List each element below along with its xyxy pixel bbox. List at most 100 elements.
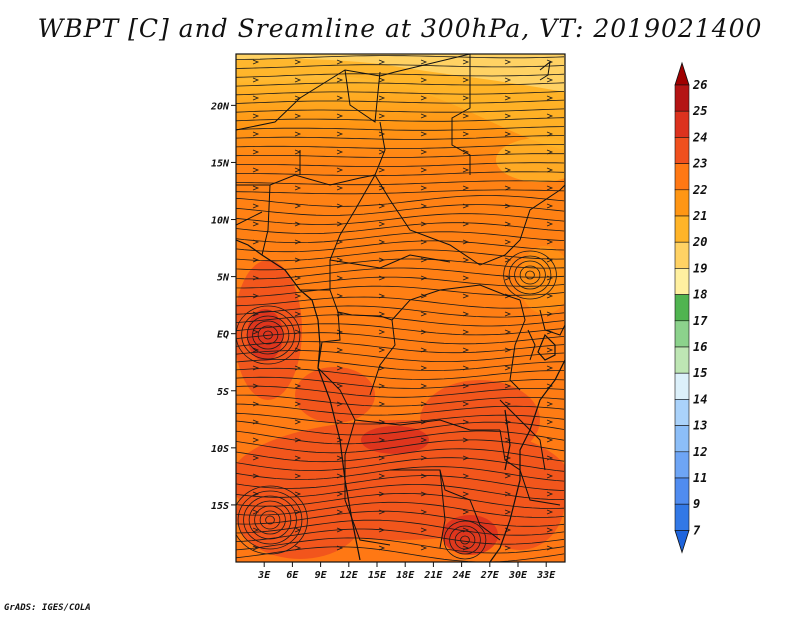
lat-tick-label: 5N xyxy=(217,273,230,284)
streamline-arrow xyxy=(294,221,302,227)
colorbar: 26 25 24 23 22 21 20 19 18 17 16 15 14 13 12 11 9 7 xyxy=(674,61,708,554)
colorbar-label: 22 xyxy=(692,183,707,197)
streamline-arrow xyxy=(546,383,554,389)
streamline-arrow xyxy=(252,545,260,551)
streamline xyxy=(236,537,565,554)
lat-tick-label: 15S xyxy=(211,501,229,512)
streamline-arrow xyxy=(546,437,554,443)
grads-credit: GrADS: IGES/COLA xyxy=(4,603,91,613)
streamline-vortex xyxy=(263,330,273,340)
streamline-arrow xyxy=(336,329,344,335)
streamline-arrow xyxy=(378,167,386,173)
colorbar-swatch xyxy=(674,84,690,112)
lon-tick-label: 15E xyxy=(368,570,387,581)
streamline-arrow xyxy=(546,311,554,317)
streamline-arrow xyxy=(420,311,428,317)
streamline-arrow xyxy=(378,437,386,443)
streamline-vortex xyxy=(508,255,552,295)
streamline xyxy=(236,231,565,243)
streamline-arrow xyxy=(294,509,302,515)
streamline-arrow xyxy=(462,419,470,425)
streamline-arrow xyxy=(252,257,260,263)
streamline-arrow xyxy=(294,77,302,83)
streamline-arrow xyxy=(252,473,260,479)
streamline xyxy=(236,403,565,416)
streamline-vortex xyxy=(525,270,535,280)
map-frame xyxy=(235,53,566,563)
streamline-arrow xyxy=(546,527,554,533)
streamline xyxy=(236,153,564,158)
streamlines xyxy=(236,55,565,562)
colorbar-swatch xyxy=(674,503,690,531)
streamline-arrow xyxy=(462,365,470,371)
streamline-arrow xyxy=(420,329,428,335)
streamline-arrow xyxy=(378,257,386,263)
streamline xyxy=(236,180,565,186)
streamline-vortex xyxy=(449,525,481,555)
streamline-arrow xyxy=(294,491,302,497)
streamline-arrow xyxy=(546,239,554,245)
streamline-arrow xyxy=(420,77,428,83)
streamline xyxy=(236,144,564,149)
streamline-arrow xyxy=(546,113,554,119)
streamline-arrow xyxy=(462,401,470,407)
streamline-arrow xyxy=(336,113,344,119)
streamline xyxy=(236,341,565,354)
streamline-arrow xyxy=(378,203,386,209)
streamline xyxy=(236,73,565,78)
colorbar-swatch xyxy=(674,320,690,348)
streamline xyxy=(236,162,565,167)
colorbar-label: 23 xyxy=(692,157,707,171)
streamline-vortex xyxy=(519,265,541,285)
streamline-arrow xyxy=(546,203,554,209)
streamline-arrow xyxy=(504,221,512,227)
colorbar-label: 18 xyxy=(693,288,707,302)
streamline-arrow xyxy=(420,527,428,533)
colorbar-label: 15 xyxy=(693,366,707,380)
streamline-vortex xyxy=(237,490,303,550)
streamline-vortex xyxy=(243,495,297,545)
streamline-arrow xyxy=(504,275,512,281)
streamline-arrow xyxy=(336,167,344,173)
streamline xyxy=(236,82,565,87)
streamline-arrow xyxy=(252,185,260,191)
streamline-arrow xyxy=(420,221,428,227)
streamline-vortex xyxy=(252,320,284,350)
streamline xyxy=(236,135,565,140)
streamline-arrow xyxy=(504,59,512,65)
streamline-arrow xyxy=(462,293,470,299)
streamline-arrow xyxy=(252,239,260,245)
streamline-arrow xyxy=(462,95,470,101)
streamline-arrow xyxy=(462,329,470,335)
streamline-arrow xyxy=(546,275,554,281)
streamline-arrow xyxy=(504,257,512,263)
colorbar-label: 19 xyxy=(693,261,707,275)
streamline xyxy=(236,91,565,96)
colorbar-swatch xyxy=(674,215,690,243)
lat-axis: 20N 15N 10N 5N EQ 5S 10S 15S xyxy=(210,101,236,512)
streamline-arrow xyxy=(336,545,344,551)
colorbar-swatch xyxy=(674,399,690,426)
streamline-vortex xyxy=(454,530,476,550)
lon-tick-label: 27E xyxy=(480,570,500,581)
colorbar-label: 9 xyxy=(693,497,700,511)
colorbar-label: 12 xyxy=(693,445,707,459)
streamline-arrow xyxy=(294,239,302,245)
streamline-arrow xyxy=(504,113,512,119)
streamline-arrow xyxy=(294,203,302,209)
streamline-arrow xyxy=(462,239,470,245)
streamline xyxy=(236,64,565,69)
streamline-arrow xyxy=(546,257,554,263)
streamline-arrow xyxy=(252,419,260,425)
streamline-arrow xyxy=(504,383,512,389)
streamline-arrow xyxy=(294,311,302,317)
streamline-arrow xyxy=(252,509,260,515)
streamline-arrow xyxy=(462,437,470,443)
wbpt-cool-patches xyxy=(236,54,565,314)
streamline-arrow xyxy=(336,59,344,65)
streamline-arrow xyxy=(378,59,386,65)
coastline xyxy=(236,239,565,562)
streamline-arrow xyxy=(462,221,470,227)
streamline-vortex xyxy=(503,250,557,300)
streamline-arrow xyxy=(294,365,302,371)
